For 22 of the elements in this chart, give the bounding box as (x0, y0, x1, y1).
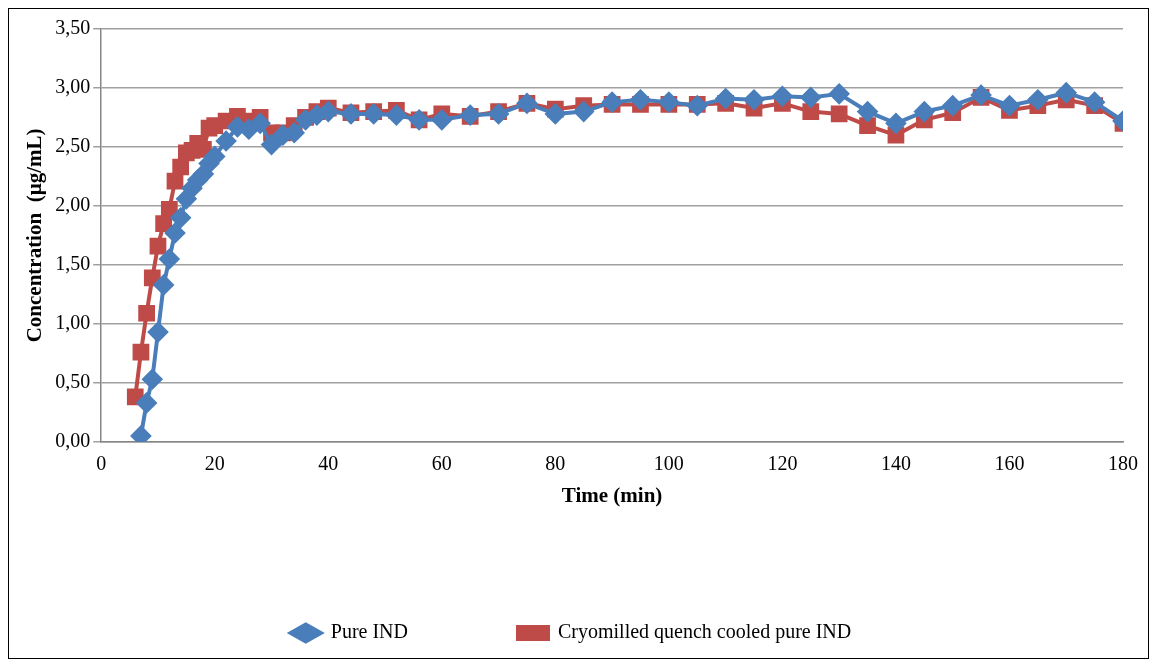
legend-label: Cryomilled quench cooled pure IND (557, 620, 852, 644)
x-tick-label: 120 (767, 452, 798, 475)
y-tick-label: 3,00 (55, 75, 91, 98)
y-axis-title: Concentration (µg/mL) (22, 128, 47, 343)
y-tick-label: 0,50 (55, 370, 91, 393)
y-tick-label: 0,00 (55, 429, 91, 452)
x-tick-label: 20 (204, 452, 225, 475)
x-tick-label: 160 (994, 452, 1025, 475)
y-tick-label: 2,50 (55, 134, 91, 157)
x-axis-title: Time (min) (561, 482, 663, 507)
legend-label: Pure IND (330, 620, 408, 643)
y-tick-label: 1,00 (55, 311, 91, 334)
y-tick-label: 2,00 (55, 193, 91, 216)
y-tick-label: 1,50 (55, 252, 91, 275)
x-tick-label: 140 (880, 452, 911, 475)
x-tick-label: 40 (318, 452, 339, 475)
x-tick-label: 80 (545, 452, 566, 475)
x-tick-label: 60 (431, 452, 452, 475)
x-tick-label: 0 (96, 452, 107, 475)
x-tick-label: 100 (653, 452, 684, 475)
y-tick-label: 3,50 (55, 16, 91, 39)
x-tick-label: 180 (1108, 452, 1138, 475)
